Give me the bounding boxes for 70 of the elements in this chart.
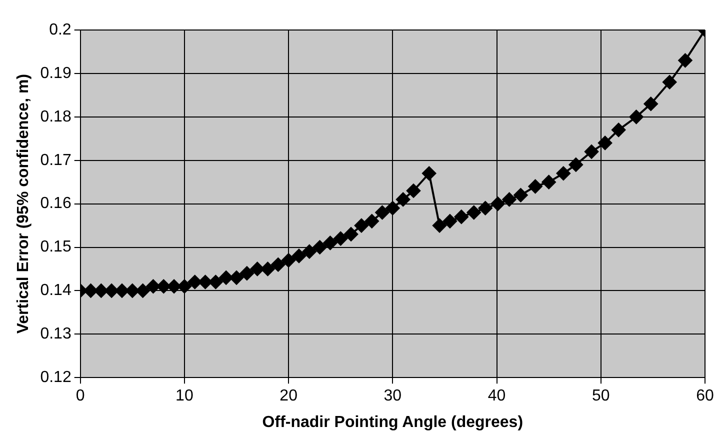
point bbox=[260, 262, 275, 276]
point bbox=[84, 284, 98, 298]
point bbox=[386, 201, 400, 216]
point bbox=[114, 284, 129, 298]
point bbox=[208, 275, 223, 290]
x-tick-label: 0 bbox=[76, 388, 85, 405]
point bbox=[678, 53, 692, 68]
point bbox=[644, 96, 658, 111]
point bbox=[598, 136, 612, 150]
x-tick-label: 20 bbox=[280, 388, 298, 405]
point bbox=[323, 236, 338, 250]
point bbox=[478, 201, 492, 216]
point bbox=[240, 266, 254, 280]
point bbox=[568, 158, 583, 172]
point bbox=[375, 205, 390, 220]
point bbox=[396, 192, 410, 206]
point bbox=[432, 218, 447, 233]
point bbox=[364, 214, 379, 228]
x-axis-title: Off-nadir Pointing Angle (degrees) bbox=[262, 414, 524, 431]
y-tick-label: 0.14 bbox=[40, 282, 72, 300]
y-tick-label: 0.13 bbox=[40, 326, 72, 343]
point bbox=[612, 122, 626, 137]
point bbox=[250, 262, 264, 276]
point bbox=[354, 218, 368, 233]
point bbox=[542, 175, 556, 190]
y-axis-title: Vertical Error (95% confidence, m) bbox=[15, 74, 32, 334]
point bbox=[556, 166, 570, 180]
point bbox=[156, 279, 171, 294]
point bbox=[282, 253, 296, 268]
point bbox=[302, 244, 316, 259]
x-tick-label: 50 bbox=[592, 388, 610, 405]
point bbox=[177, 279, 192, 294]
point bbox=[312, 240, 327, 254]
x-tick-label: 10 bbox=[176, 388, 194, 405]
point bbox=[292, 248, 306, 263]
point bbox=[219, 270, 234, 285]
y-tick-label: 0.2 bbox=[49, 21, 72, 38]
y-tick-label: 0.17 bbox=[40, 152, 72, 169]
x-tick-label: 60 bbox=[696, 388, 714, 405]
point bbox=[104, 284, 119, 298]
point bbox=[167, 279, 182, 294]
point bbox=[584, 144, 599, 159]
point bbox=[334, 232, 348, 246]
point bbox=[406, 184, 420, 198]
x-tick-label: 40 bbox=[488, 388, 506, 405]
y-tick-label: 0.16 bbox=[40, 195, 72, 212]
point bbox=[94, 284, 108, 298]
point bbox=[454, 210, 468, 224]
point bbox=[422, 166, 436, 180]
point bbox=[198, 275, 212, 290]
x-tick-label: 30 bbox=[384, 388, 402, 405]
point bbox=[502, 192, 516, 206]
point bbox=[146, 279, 160, 294]
point bbox=[528, 179, 542, 194]
point bbox=[629, 110, 644, 124]
point bbox=[514, 188, 528, 202]
point bbox=[125, 284, 140, 298]
point bbox=[490, 196, 505, 211]
y-tick-label: 0.12 bbox=[40, 369, 72, 386]
point bbox=[271, 258, 286, 272]
y-tick-label: 0.15 bbox=[40, 238, 72, 256]
y-tick-label: 0.18 bbox=[40, 108, 72, 126]
point bbox=[442, 214, 457, 228]
point bbox=[188, 275, 202, 290]
point bbox=[662, 75, 677, 90]
point bbox=[344, 227, 358, 242]
point bbox=[230, 270, 244, 285]
point bbox=[136, 284, 150, 298]
y-tick-label: 0.19 bbox=[40, 64, 72, 82]
point bbox=[466, 205, 481, 220]
